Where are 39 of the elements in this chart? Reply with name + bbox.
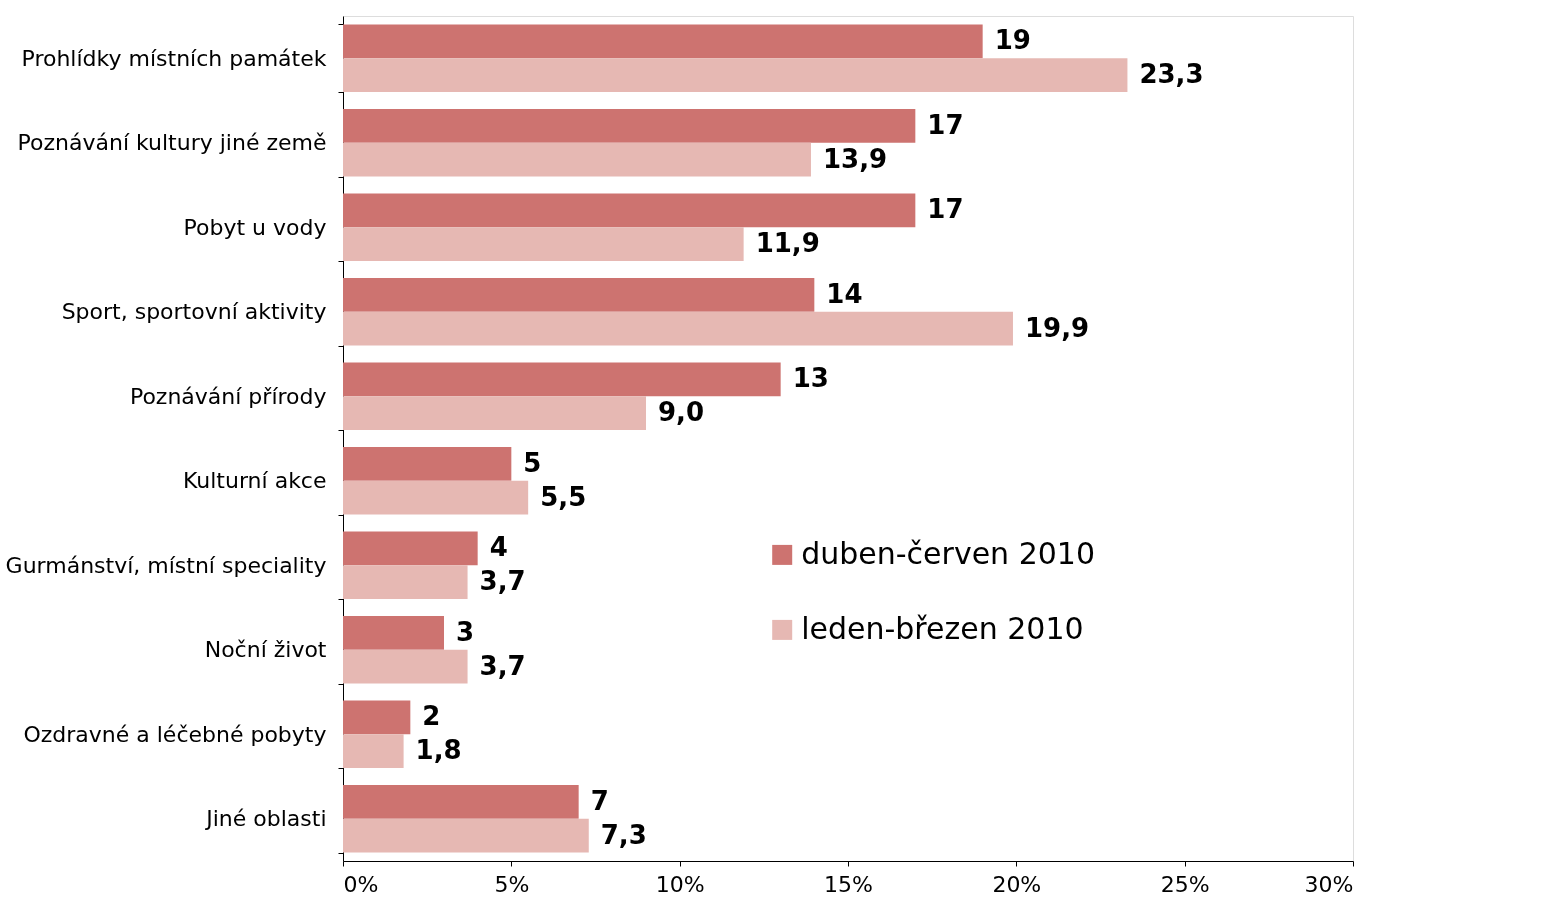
legend-label: leden-březen 2010	[801, 610, 1084, 646]
y-tick-label: Poznávání kultury jiné země	[17, 130, 327, 156]
x-tick-label: 15%	[824, 871, 873, 897]
data-label: 17	[927, 194, 964, 225]
data-label: 4	[489, 532, 508, 563]
y-tick-label: Poznávání přírody	[129, 383, 327, 409]
data-label: 13,9	[822, 143, 888, 174]
y-tick-label: Ozdravné a léčebné pobyty	[23, 721, 327, 747]
data-label: 3	[456, 616, 475, 647]
data-label: 14	[826, 278, 863, 309]
x-tick-label: 0%	[343, 871, 379, 897]
y-tick-label: Prohlídky místních památek	[21, 45, 327, 71]
data-label: 2	[422, 701, 441, 732]
y-tick-label: Sport, sportovní aktivity	[61, 299, 327, 325]
legend-label: duben-červen 2010	[801, 535, 1095, 571]
data-label: 1,8	[415, 735, 462, 766]
y-tick-label: Gurmánství, místní speciality	[5, 552, 327, 578]
x-tick-label: 30%	[1304, 871, 1354, 897]
x-tick-label: 5%	[494, 871, 530, 897]
data-label: 11,9	[755, 228, 820, 259]
x-tick-label: 10%	[655, 871, 705, 897]
data-label: 19	[994, 25, 1031, 56]
data-label: 23,3	[1139, 59, 1204, 90]
y-tick-label: Pobyt u vody	[183, 214, 327, 240]
y-tick-label: Kulturní akce	[182, 468, 327, 494]
data-label: 3,7	[479, 566, 526, 597]
data-label: 9,0	[658, 397, 705, 428]
data-label: 7,3	[600, 819, 647, 850]
data-label: 3,7	[479, 650, 526, 681]
data-label: 5	[523, 447, 542, 478]
y-tick-label: Jiné oblasti	[204, 806, 327, 832]
y-tick-label: Noční život	[204, 637, 327, 663]
data-label: 17	[927, 109, 964, 140]
data-label: 13	[792, 363, 829, 394]
x-tick-label: 25%	[1160, 871, 1210, 897]
data-label: 7	[590, 785, 609, 816]
data-label: 5,5	[540, 481, 587, 512]
data-label: 19,9	[1024, 312, 1090, 343]
x-tick-label: 20%	[992, 871, 1042, 897]
